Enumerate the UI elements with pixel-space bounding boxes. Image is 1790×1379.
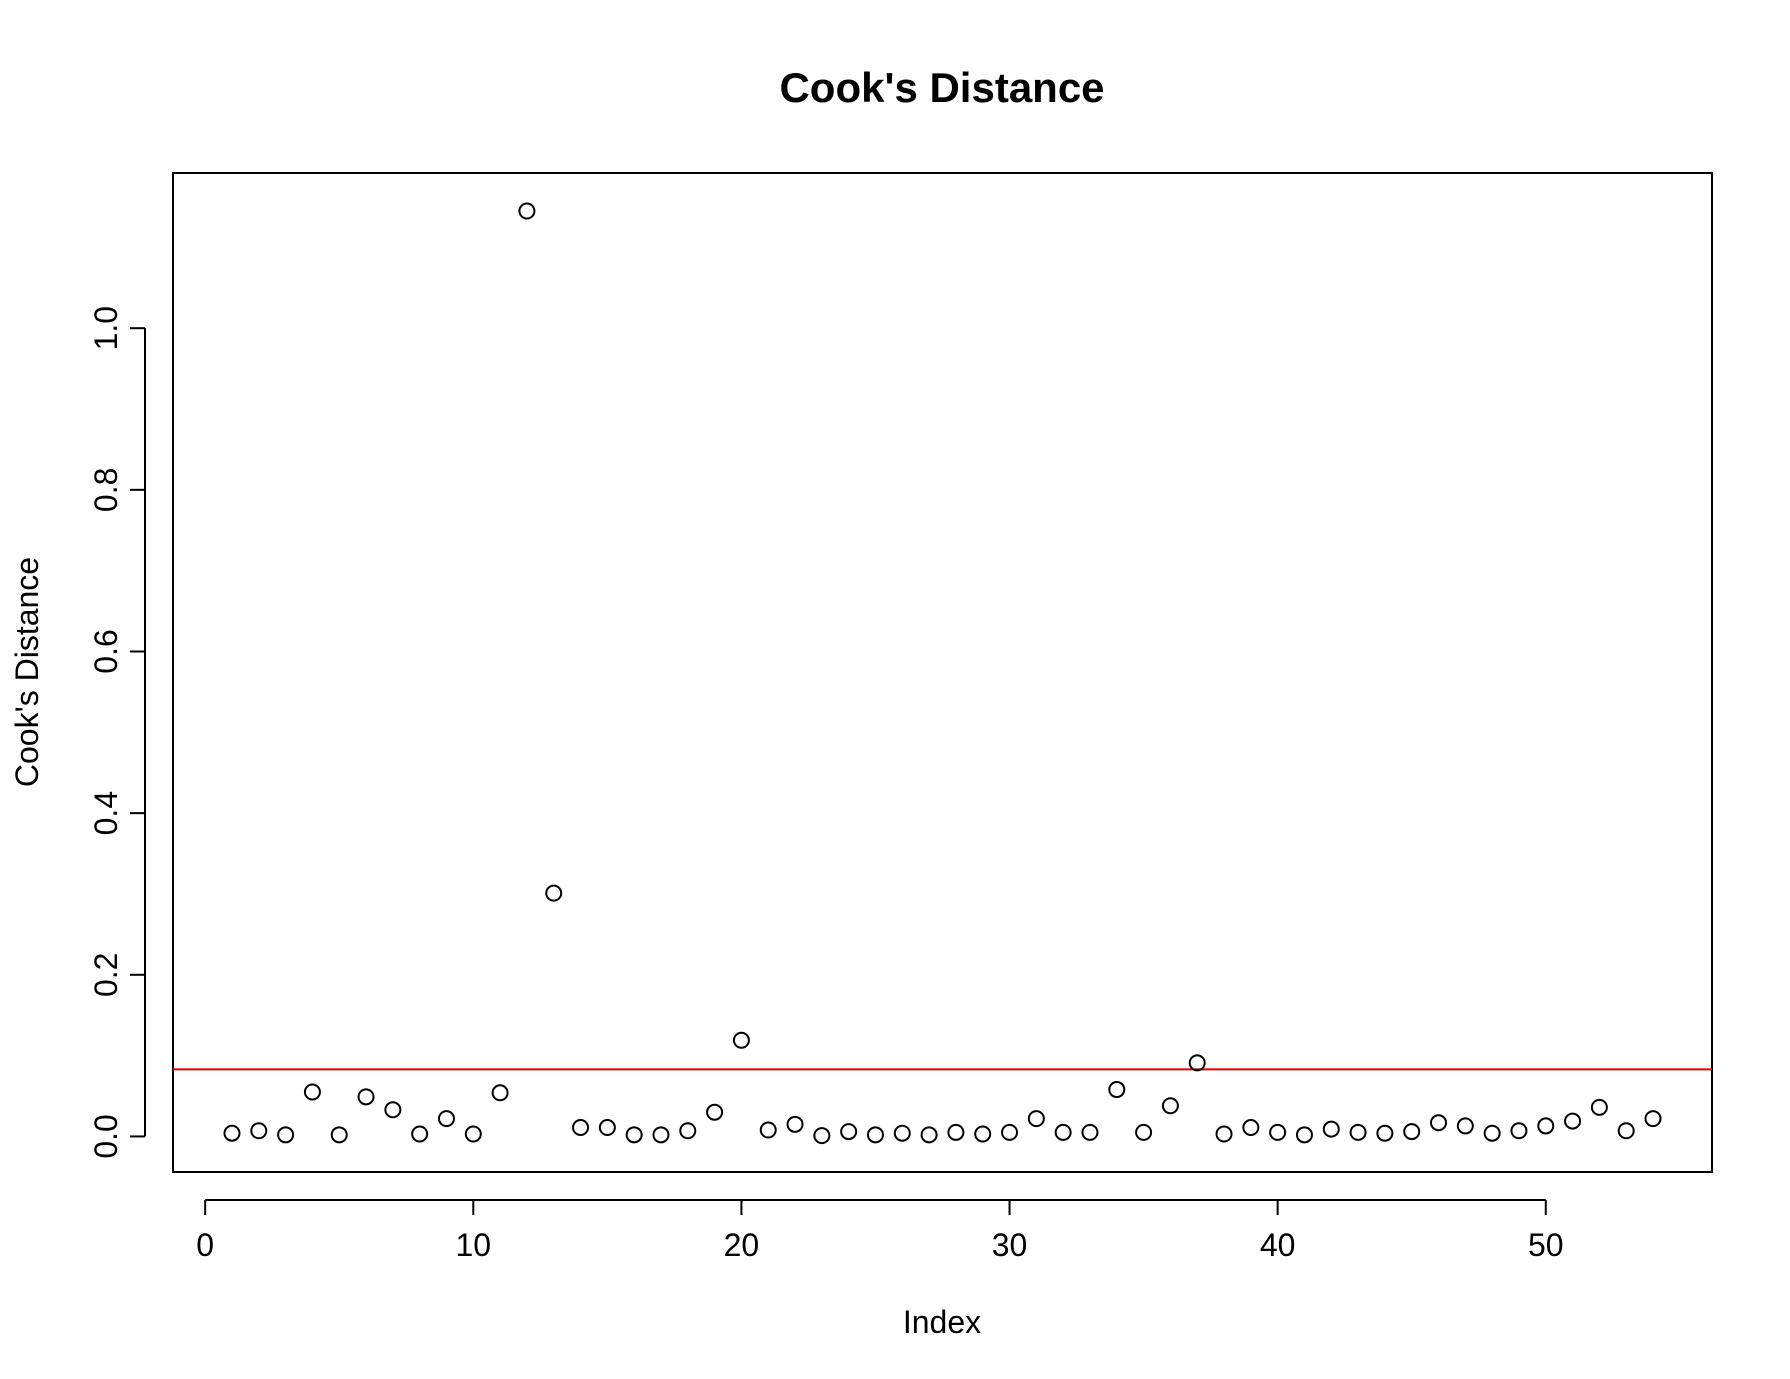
data-point [1269,1123,1287,1141]
data-point [1215,1125,1233,1143]
y-tick-label: 1.0 [88,306,124,350]
data-point [357,1088,375,1106]
data-point [1242,1119,1260,1137]
chart-title: Cook's Distance [779,64,1104,111]
y-tick-label: 0.0 [88,1114,124,1158]
x-axis: 0 10 20 30 40 50 [196,1199,1564,1263]
data-point [1054,1123,1072,1141]
data-point [1135,1123,1153,1141]
data-point [813,1127,831,1145]
data-point [652,1126,670,1144]
data-point [437,1110,455,1128]
data-points [223,202,1662,1145]
data-point [598,1119,616,1137]
data-point [545,884,563,902]
x-tick-label: 40 [1260,1227,1296,1263]
data-point [384,1101,402,1119]
x-axis-label: Index [903,1304,981,1340]
data-point [866,1126,884,1144]
data-point [250,1122,268,1140]
x-tick-label: 50 [1528,1227,1564,1263]
data-point [518,202,536,220]
data-point [1430,1114,1448,1132]
y-tick-label: 0.8 [88,468,124,512]
data-point [786,1115,804,1133]
y-tick-label: 0.6 [88,629,124,673]
data-point [759,1121,777,1139]
data-point [1027,1110,1045,1128]
data-point [1590,1098,1608,1116]
data-point [1483,1124,1501,1142]
data-point [1644,1110,1662,1128]
data-point [840,1123,858,1141]
data-point [1537,1117,1555,1135]
data-point [1349,1123,1367,1141]
data-point [303,1083,321,1101]
data-point [1376,1124,1394,1142]
data-point [1001,1123,1019,1141]
x-tick-label: 20 [724,1227,760,1263]
data-point [1108,1081,1126,1099]
data-point [1510,1122,1528,1140]
y-axis: 0.0 0.2 0.4 0.6 0.8 1.0 [88,306,146,1159]
data-point [1617,1122,1635,1140]
data-point [1081,1123,1099,1141]
data-point [974,1125,992,1143]
data-point [732,1031,750,1049]
data-point [464,1125,482,1143]
x-tick-label: 0 [196,1227,214,1263]
x-tick-label: 10 [455,1227,491,1263]
data-point [1564,1112,1582,1130]
data-point [947,1123,965,1141]
data-point [223,1124,241,1142]
data-point [1403,1123,1421,1141]
data-point [1188,1054,1206,1072]
data-point [893,1124,911,1142]
data-point [920,1126,938,1144]
plot-area-frame [172,172,1713,1173]
y-axis-label: Cook's Distance [9,557,45,787]
data-point [330,1126,348,1144]
data-point [1322,1120,1340,1138]
x-tick-label: 30 [992,1227,1028,1263]
data-point [1295,1126,1313,1144]
y-tick-label: 0.4 [88,791,124,835]
y-tick-label: 0.2 [88,953,124,997]
data-point [572,1119,590,1137]
data-point [706,1103,724,1121]
data-point [411,1125,429,1143]
data-point [491,1084,509,1102]
data-point [625,1126,643,1144]
data-point [1161,1097,1179,1115]
data-point [277,1126,295,1144]
data-point [1456,1117,1474,1135]
data-point [679,1122,697,1140]
